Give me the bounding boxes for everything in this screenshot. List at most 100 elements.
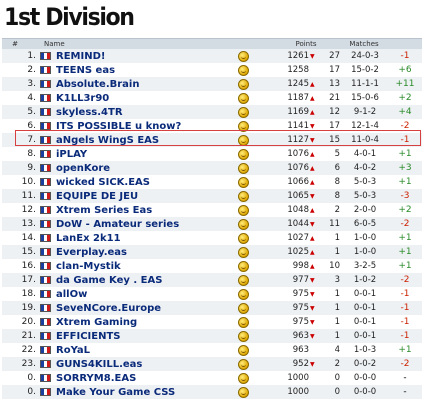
team-name-link[interactable]: EQUIPE DE JEU xyxy=(56,190,139,202)
table-body: 1. REMIND! 1261 ▼ 27 24-0-3 -1 2. TEENS eas 1258 1… xyxy=(2,49,422,399)
table-row[interactable]: 0. SORRYM8.EAS 1000 0 0-0-0 - xyxy=(2,371,422,385)
team-name-link[interactable]: REMIND! xyxy=(56,50,106,62)
table-row[interactable]: 15. Everplay.eas 1025 ▲ 1 1-0-0 +1 xyxy=(2,245,422,259)
trend-arrow-icon: ▲ xyxy=(310,248,315,256)
french-flag-icon xyxy=(40,374,51,382)
header-rank: # xyxy=(12,40,18,48)
table-row[interactable]: 4. K1LL3r90 1187 ▲ 21 15-0-6 +2 xyxy=(2,91,422,105)
rank-cell: 2. xyxy=(27,65,36,75)
team-name-link[interactable]: SeveNCore.Europe xyxy=(56,302,162,314)
team-name-link[interactable]: EFFICIENTS xyxy=(56,330,121,342)
diff-cell: +2 xyxy=(398,205,412,215)
team-name-link[interactable]: openKore xyxy=(56,162,111,174)
team-name-link[interactable]: iPLAY xyxy=(56,148,88,160)
team-name-link[interactable]: aNgels WingS EAS xyxy=(56,134,160,146)
points-cell: 1066 xyxy=(287,177,309,187)
gold-medal-icon xyxy=(238,204,249,216)
table-row[interactable]: 8. iPLAY 1076 ▲ 5 4-0-1 +1 xyxy=(2,147,422,161)
team-name-link[interactable]: ITS POSSIBLE u know? xyxy=(56,120,182,132)
matches-played-cell: 15 xyxy=(329,135,340,145)
team-name-link[interactable]: GUNS4KILL.eas xyxy=(56,358,143,370)
french-flag-icon xyxy=(40,276,51,284)
table-row[interactable]: 11. EQUIPE DE JEU 1065 ▼ 8 5-0-3 -3 xyxy=(2,189,422,203)
team-name-link[interactable]: Xtrem Series Eas xyxy=(56,204,153,216)
gold-medal-icon xyxy=(238,232,249,244)
matches-played-cell: 0 xyxy=(334,373,340,383)
table-row[interactable]: 6. ITS POSSIBLE u know? 1141 ▼ 17 12-1-4 -2 xyxy=(2,119,422,133)
trend-arrow-icon: ▲ xyxy=(310,108,315,116)
gold-medal-icon xyxy=(238,92,249,104)
team-name-link[interactable]: Everplay.eas xyxy=(56,246,127,258)
table-header: # Name Points Matches xyxy=(2,38,422,49)
points-cell: 1048 xyxy=(287,205,309,215)
rank-cell: 23. xyxy=(21,359,36,369)
record-cell: 5-0-3 xyxy=(353,177,377,187)
team-name-link[interactable]: Make Your Game CSS xyxy=(56,386,176,398)
gold-medal-icon xyxy=(238,330,249,342)
table-row[interactable]: 20. Xtrem Gaming 975 ▼ 1 0-0-1 -1 xyxy=(2,315,422,329)
team-name-link[interactable]: allOw xyxy=(56,288,88,300)
matches-played-cell: 1 xyxy=(334,317,340,327)
table-row[interactable]: 0. Make Your Game CSS 1000 0 0-0-0 - xyxy=(2,385,422,399)
trend-arrow-icon: ▼ xyxy=(310,360,315,368)
team-name-link[interactable]: K1LL3r90 xyxy=(56,92,110,104)
team-name-link[interactable]: TEENS eas xyxy=(56,64,116,76)
record-cell: 15-0-2 xyxy=(351,65,379,75)
gold-medal-icon xyxy=(238,218,249,230)
points-cell: 1169 xyxy=(287,107,309,117)
team-name-link[interactable]: Absolute.Brain xyxy=(56,78,140,90)
table-row[interactable]: 1. REMIND! 1261 ▼ 27 24-0-3 -1 xyxy=(2,49,422,63)
team-name-link[interactable]: RoYaL xyxy=(56,344,91,356)
team-name-link[interactable]: SORRYM8.EAS xyxy=(56,372,137,384)
table-row[interactable]: 10. wicked SICK.EAS 1066 ▲ 8 5-0-3 +1 xyxy=(2,175,422,189)
team-name-link[interactable]: wicked SICK.EAS xyxy=(56,176,150,188)
team-name-link[interactable]: Xtrem Gaming xyxy=(56,316,138,328)
table-row[interactable]: 18. allOw 975 ▼ 1 0-0-1 -1 xyxy=(2,287,422,301)
matches-played-cell: 8 xyxy=(334,177,340,187)
points-cell: 1245 xyxy=(287,79,309,89)
header-name: Name xyxy=(44,40,65,48)
table-row[interactable]: 22. RoYaL 963 4 1-0-3 +1 xyxy=(2,343,422,357)
matches-played-cell: 12 xyxy=(329,107,340,117)
diff-cell: - xyxy=(403,387,407,397)
points-cell: 1141 xyxy=(287,121,309,131)
trend-arrow-icon: ▼ xyxy=(310,290,315,298)
team-name-link[interactable]: LanEx 2k11 xyxy=(56,232,121,244)
diff-cell: -2 xyxy=(400,219,410,229)
header-points[interactable]: Points xyxy=(295,40,317,48)
rank-cell: 15. xyxy=(21,247,36,257)
diff-cell: +4 xyxy=(398,107,412,117)
table-row[interactable]: 2. TEENS eas 1258 17 15-0-2 +6 xyxy=(2,63,422,77)
matches-played-cell: 1 xyxy=(334,233,340,243)
matches-played-cell: 6 xyxy=(334,163,340,173)
table-row[interactable]: 14. LanEx 2k11 1027 ▲ 1 1-0-0 +1 xyxy=(2,231,422,245)
table-row[interactable]: 12. Xtrem Series Eas 1048 ▲ 2 2-0-0 +2 xyxy=(2,203,422,217)
points-cell: 977 xyxy=(292,275,309,285)
header-matches[interactable]: Matches xyxy=(349,40,379,48)
record-cell: 15-0-6 xyxy=(351,93,379,103)
record-cell: 1-0-0 xyxy=(353,247,377,257)
table-row[interactable]: 9. openKore 1076 ▲ 6 4-0-2 +3 xyxy=(2,161,422,175)
trend-arrow-icon: ▼ xyxy=(310,304,315,312)
french-flag-icon xyxy=(40,108,51,116)
team-name-link[interactable]: DoW - Amateur series xyxy=(56,218,180,230)
table-row[interactable]: 23. GUNS4KILL.eas 952 ▼ 2 0-0-2 -2 xyxy=(2,357,422,371)
team-name-link[interactable]: clan-Mystik xyxy=(56,260,121,272)
table-row[interactable]: 5. skyless.4TR 1169 ▲ 12 9-1-2 +4 xyxy=(2,105,422,119)
team-name-link[interactable]: skyless.4TR xyxy=(56,106,123,118)
record-cell: 11-0-4 xyxy=(351,135,379,145)
gold-medal-icon xyxy=(238,106,249,118)
table-row[interactable]: 17. da Game Key . EAS 977 ▼ 3 1-0-2 -2 xyxy=(2,273,422,287)
table-row[interactable]: 7. aNgels WingS EAS 1127 ▼ 15 11-0-4 -1 xyxy=(2,133,422,147)
points-cell: 1076 xyxy=(287,149,309,159)
matches-played-cell: 13 xyxy=(329,79,340,89)
table-row[interactable]: 3. Absolute.Brain 1245 ▲ 13 11-1-1 +11 xyxy=(2,77,422,91)
points-cell: 1000 xyxy=(287,373,309,383)
table-row[interactable]: 19. SeveNCore.Europe 975 ▼ 1 0-0-1 -1 xyxy=(2,301,422,315)
table-row[interactable]: 16. clan-Mystik 998 ▲ 10 3-2-5 +1 xyxy=(2,259,422,273)
team-name-link[interactable]: da Game Key . EAS xyxy=(56,274,163,286)
table-row[interactable]: 21. EFFICIENTS 963 ▼ 1 0-0-1 -1 xyxy=(2,329,422,343)
diff-cell: +1 xyxy=(398,247,412,257)
points-cell: 1027 xyxy=(287,233,309,243)
table-row[interactable]: 13. DoW - Amateur series 1044 ▼ 11 6-0-5 -2 xyxy=(2,217,422,231)
